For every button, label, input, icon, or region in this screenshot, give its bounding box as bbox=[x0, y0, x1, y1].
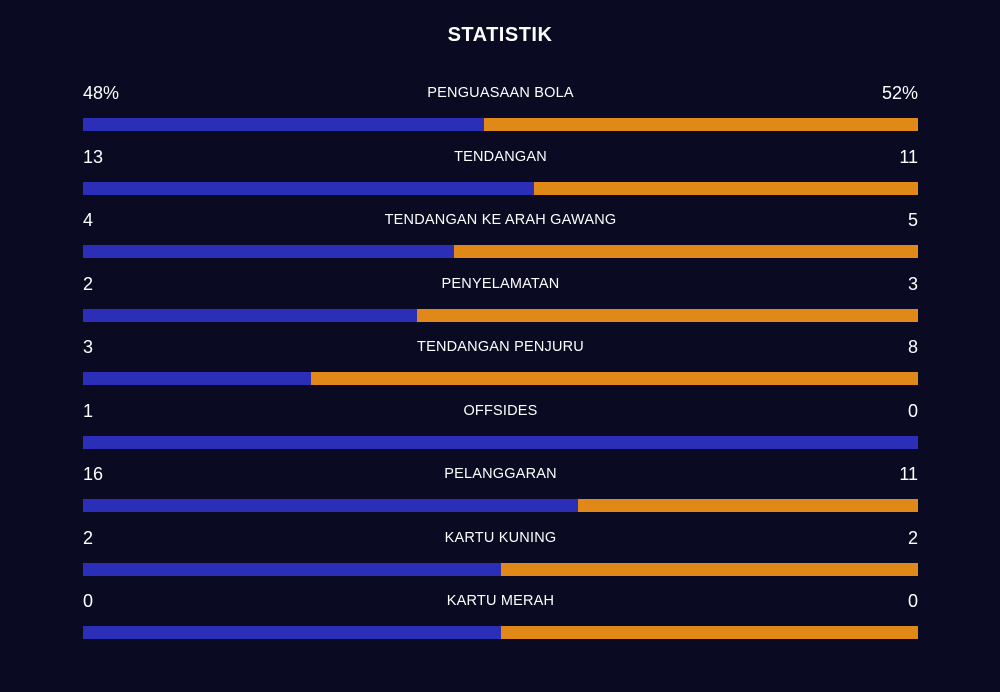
comparison-bar bbox=[83, 181, 918, 195]
stat-row-corners: 3 TENDANGAN PENJURU 8 bbox=[83, 334, 918, 398]
home-value: 0 bbox=[83, 591, 94, 611]
stat-label: TENDANGAN PENJURU bbox=[417, 339, 584, 355]
stat-row-possession: 48% PENGUASAAN BOLA 52% bbox=[83, 80, 918, 144]
home-value: 3 bbox=[83, 337, 94, 357]
comparison-bar bbox=[83, 118, 918, 131]
stat-label: TENDANGAN bbox=[454, 148, 547, 165]
stat-row-red-cards: 0 KARTU MERAH 0 bbox=[83, 588, 918, 652]
away-value: 11 bbox=[899, 146, 918, 167]
stat-row-fouls: 16 PELANGGARAN 11 bbox=[83, 461, 918, 525]
away-value: 52% bbox=[881, 83, 918, 103]
comparison-bar bbox=[83, 308, 918, 322]
stat-row-shots: 13 TENDANGAN 11 bbox=[83, 144, 918, 208]
stat-row-yellow-cards: 2 KARTU KUNING 2 bbox=[83, 525, 918, 589]
away-value: 11 bbox=[899, 464, 918, 484]
stat-label: PENGUASAAN BOLA bbox=[427, 85, 574, 101]
home-bar-segment bbox=[83, 308, 417, 322]
away-bar-segment bbox=[310, 372, 918, 385]
comparison-bar bbox=[83, 562, 918, 576]
panel-title: STATISTIK bbox=[447, 24, 553, 46]
away-value: 3 bbox=[907, 273, 918, 294]
stat-row-offsides: 1 OFFSIDES 0 bbox=[83, 398, 918, 462]
home-bar-segment bbox=[83, 626, 501, 639]
home-value: 2 bbox=[83, 527, 94, 548]
away-value: 0 bbox=[907, 400, 918, 421]
away-bar-segment bbox=[500, 626, 918, 639]
stat-label: PELANGGARAN bbox=[444, 466, 557, 482]
home-value: 1 bbox=[83, 400, 94, 421]
stat-label: KARTU KUNING bbox=[444, 529, 557, 546]
comparison-bar bbox=[83, 435, 918, 449]
comparison-bar bbox=[83, 245, 918, 258]
home-value: 48% bbox=[83, 83, 120, 103]
home-value: 16 bbox=[83, 464, 104, 484]
stat-label: PENYELAMATAN bbox=[441, 275, 560, 292]
home-bar-segment bbox=[83, 562, 501, 576]
home-value: 4 bbox=[83, 210, 94, 230]
home-bar-segment bbox=[83, 181, 534, 195]
away-bar-segment bbox=[417, 308, 918, 322]
comparison-bar bbox=[83, 626, 918, 639]
away-bar-segment bbox=[533, 181, 918, 195]
away-bar-segment bbox=[578, 499, 918, 512]
away-bar-segment bbox=[483, 118, 918, 131]
stat-row-shots-on-target: 4 TENDANGAN KE ARAH GAWANG 5 bbox=[83, 207, 918, 271]
stat-label: TENDANGAN KE ARAH GAWANG bbox=[384, 212, 617, 228]
stat-label: KARTU MERAH bbox=[446, 593, 555, 609]
stats-list: 48% PENGUASAAN BOLA 52% 13 TENDANGAN 11 bbox=[83, 80, 918, 652]
stat-row-saves: 2 PENYELAMATAN 3 bbox=[83, 271, 918, 335]
away-bar-segment bbox=[500, 562, 918, 576]
away-value: 5 bbox=[907, 210, 918, 230]
away-value: 8 bbox=[907, 337, 918, 357]
comparison-bar bbox=[83, 499, 918, 512]
home-bar-segment bbox=[83, 499, 579, 512]
home-value: 2 bbox=[83, 273, 94, 294]
away-bar-segment bbox=[453, 245, 918, 258]
home-bar-segment bbox=[83, 245, 454, 258]
away-value: 0 bbox=[907, 591, 918, 611]
home-bar-segment bbox=[83, 372, 311, 385]
home-bar-segment bbox=[83, 435, 918, 449]
away-value: 2 bbox=[907, 527, 918, 548]
home-bar-segment bbox=[83, 118, 484, 131]
stat-label: OFFSIDES bbox=[463, 402, 538, 419]
home-value: 13 bbox=[83, 146, 104, 167]
comparison-bar bbox=[83, 372, 918, 385]
